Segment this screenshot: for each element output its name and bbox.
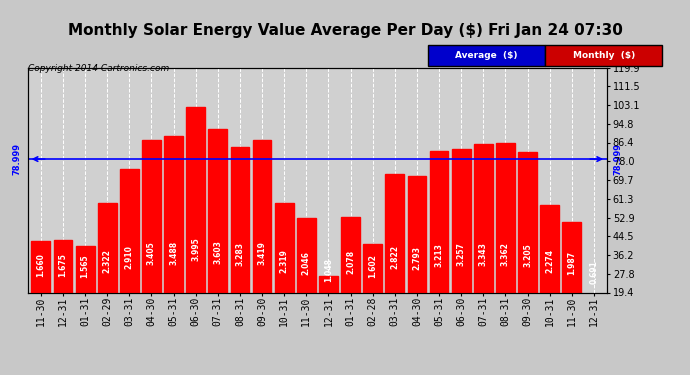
Text: 0.691: 0.691 xyxy=(589,260,598,284)
Text: 3.362: 3.362 xyxy=(501,242,510,266)
Bar xyxy=(562,222,581,336)
Text: 2.078: 2.078 xyxy=(346,250,355,274)
Bar xyxy=(341,217,360,336)
Bar xyxy=(76,246,95,336)
Bar xyxy=(32,241,50,336)
Bar xyxy=(186,106,205,336)
Bar xyxy=(275,203,294,336)
Bar xyxy=(518,152,537,336)
Bar xyxy=(386,174,404,336)
Text: 78.999: 78.999 xyxy=(12,143,21,175)
Bar xyxy=(496,143,515,336)
Text: 3.343: 3.343 xyxy=(479,242,488,266)
Text: Average  ($): Average ($) xyxy=(455,51,518,60)
Text: 3.603: 3.603 xyxy=(213,240,222,264)
Bar xyxy=(364,244,382,336)
Text: 3.995: 3.995 xyxy=(191,237,200,261)
Bar xyxy=(98,202,117,336)
Text: Monthly Solar Energy Value Average Per Day ($) Fri Jan 24 07:30: Monthly Solar Energy Value Average Per D… xyxy=(68,22,622,38)
Text: 3.488: 3.488 xyxy=(169,241,178,265)
Bar xyxy=(120,169,139,336)
Text: 1.675: 1.675 xyxy=(59,254,68,277)
Bar xyxy=(319,276,338,336)
Bar xyxy=(54,240,72,336)
Text: 2.793: 2.793 xyxy=(413,246,422,270)
Text: 2.910: 2.910 xyxy=(125,245,134,269)
Text: 3.283: 3.283 xyxy=(235,242,244,266)
Bar xyxy=(540,206,559,336)
Bar xyxy=(408,176,426,336)
Bar xyxy=(297,219,316,336)
Text: 1.048: 1.048 xyxy=(324,258,333,282)
Bar xyxy=(474,144,493,336)
Bar xyxy=(253,140,271,336)
Bar xyxy=(142,140,161,336)
Text: 3.405: 3.405 xyxy=(147,242,156,265)
Text: 1.660: 1.660 xyxy=(37,254,46,278)
Text: 2.274: 2.274 xyxy=(545,249,554,273)
Text: 2.046: 2.046 xyxy=(302,251,310,274)
Bar xyxy=(452,149,471,336)
Text: 3.419: 3.419 xyxy=(257,242,266,265)
Text: 2.319: 2.319 xyxy=(279,249,288,273)
Text: 3.213: 3.213 xyxy=(435,243,444,267)
Text: 3.205: 3.205 xyxy=(523,243,532,267)
Text: 2.822: 2.822 xyxy=(391,245,400,269)
Bar xyxy=(164,136,183,336)
Text: 1.602: 1.602 xyxy=(368,254,377,278)
Text: 1.987: 1.987 xyxy=(567,251,576,275)
Bar xyxy=(230,147,249,336)
Text: Copyright 2014 Cartronics.com: Copyright 2014 Cartronics.com xyxy=(28,64,169,73)
Text: Monthly  ($): Monthly ($) xyxy=(573,51,635,60)
Text: 3.257: 3.257 xyxy=(457,243,466,266)
Text: 78.999: 78.999 xyxy=(614,143,623,175)
Bar xyxy=(584,296,603,336)
Bar xyxy=(208,129,227,336)
Text: 1.565: 1.565 xyxy=(81,254,90,278)
Text: 2.322: 2.322 xyxy=(103,249,112,273)
Bar xyxy=(430,152,448,336)
